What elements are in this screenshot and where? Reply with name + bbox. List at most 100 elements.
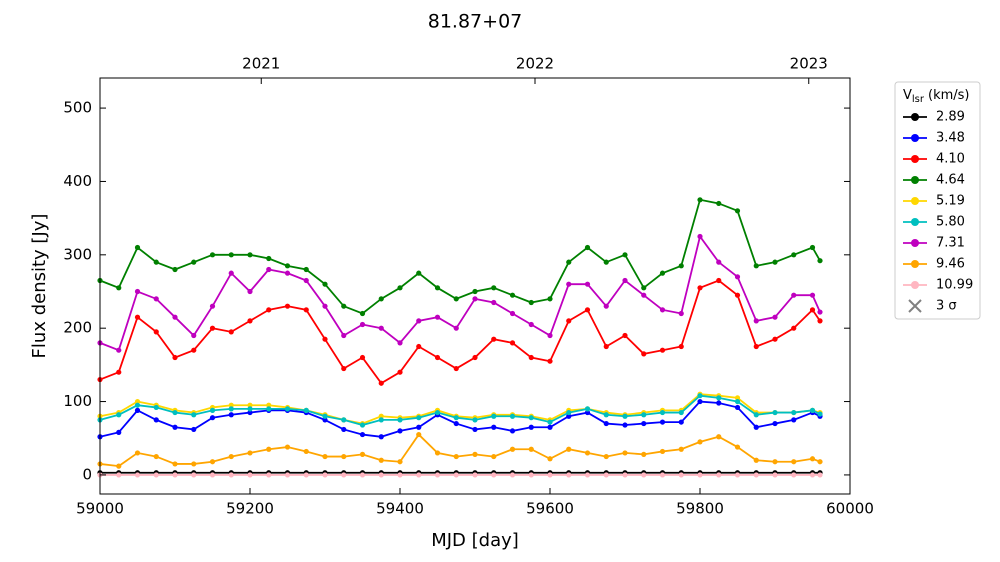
data-point <box>378 457 384 463</box>
data-point <box>528 424 534 430</box>
data-point <box>509 472 516 478</box>
data-point <box>266 307 272 313</box>
data-point <box>659 448 666 455</box>
data-point <box>134 472 141 478</box>
data-point <box>134 244 141 251</box>
data-point <box>209 459 216 465</box>
data-point <box>809 407 816 413</box>
data-point <box>322 336 328 342</box>
data-point <box>528 299 534 306</box>
data-point <box>791 417 797 423</box>
data-point <box>791 472 797 478</box>
series-line <box>99 433 821 468</box>
data-point <box>678 263 684 269</box>
data-point <box>359 431 366 438</box>
data-point <box>134 450 141 456</box>
data-point <box>584 281 591 287</box>
data-point <box>172 424 178 430</box>
data-point <box>622 413 628 419</box>
data-point <box>603 303 609 309</box>
legend-marker <box>911 197 919 205</box>
data-point <box>341 303 347 309</box>
data-point <box>622 277 628 284</box>
legend-marker <box>911 134 919 142</box>
data-point <box>416 343 422 350</box>
data-point <box>378 413 384 419</box>
data-point <box>566 281 572 287</box>
legend-label: 2.89 <box>936 110 965 125</box>
data-point <box>247 318 253 324</box>
x2-tick-label: 2022 <box>516 55 554 73</box>
x-tick-label: 59000 <box>76 500 124 518</box>
data-point <box>603 343 609 350</box>
data-point <box>772 472 778 478</box>
data-point <box>453 296 459 302</box>
data-point <box>566 446 572 452</box>
data-point <box>116 429 122 435</box>
data-point <box>491 453 497 460</box>
data-point <box>809 307 816 313</box>
y-tick-label: 500 <box>63 99 92 117</box>
data-point <box>116 472 122 478</box>
data-point <box>603 472 609 478</box>
data-point <box>753 318 759 324</box>
data-point <box>266 402 272 408</box>
data-point <box>228 472 234 478</box>
data-point <box>416 270 422 276</box>
data-point <box>566 409 572 416</box>
data-point <box>209 252 216 258</box>
data-point <box>397 340 403 346</box>
data-point <box>341 453 347 460</box>
data-point <box>528 321 534 328</box>
data-point <box>659 472 666 478</box>
data-point <box>547 332 553 339</box>
plot-frame <box>99 77 851 495</box>
data-point <box>817 459 823 465</box>
data-point <box>809 472 816 478</box>
data-point <box>472 417 478 423</box>
data-point <box>284 263 291 269</box>
data-point <box>622 252 628 258</box>
series-line <box>99 393 821 425</box>
data-point <box>603 453 609 460</box>
data-point <box>191 332 197 339</box>
data-point <box>566 413 572 419</box>
legend-label: 4.64 <box>936 173 965 188</box>
data-point <box>378 380 384 386</box>
data-point <box>491 336 497 342</box>
legend-title: Vlsr (km/s) <box>903 88 970 106</box>
data-point <box>153 404 159 411</box>
data-point <box>603 412 609 418</box>
data-point <box>153 296 159 302</box>
legend-marker <box>911 176 919 184</box>
data-point <box>753 424 759 430</box>
data-point <box>791 409 797 416</box>
legend-label: 3 σ <box>936 299 957 314</box>
data-point <box>734 398 741 405</box>
legend-marker <box>911 113 919 121</box>
data-point <box>116 285 122 291</box>
legend-marker <box>911 239 919 247</box>
data-point <box>228 406 234 412</box>
y-tick-label: 200 <box>63 319 92 337</box>
data-point <box>191 347 197 353</box>
data-point <box>266 266 272 273</box>
data-point <box>659 270 666 276</box>
data-point <box>303 472 309 478</box>
data-point <box>791 325 797 331</box>
data-point <box>659 419 666 425</box>
data-point <box>509 428 516 434</box>
data-point <box>584 244 591 251</box>
data-point <box>341 472 347 478</box>
data-point <box>641 351 647 357</box>
data-point <box>734 274 741 280</box>
data-point <box>772 336 778 342</box>
data-point <box>584 472 591 478</box>
data-point <box>528 472 534 478</box>
data-point <box>603 420 609 427</box>
data-point <box>678 343 684 350</box>
data-point <box>266 472 272 478</box>
data-point <box>397 285 403 291</box>
data-point <box>453 453 459 460</box>
data-point <box>734 444 741 450</box>
